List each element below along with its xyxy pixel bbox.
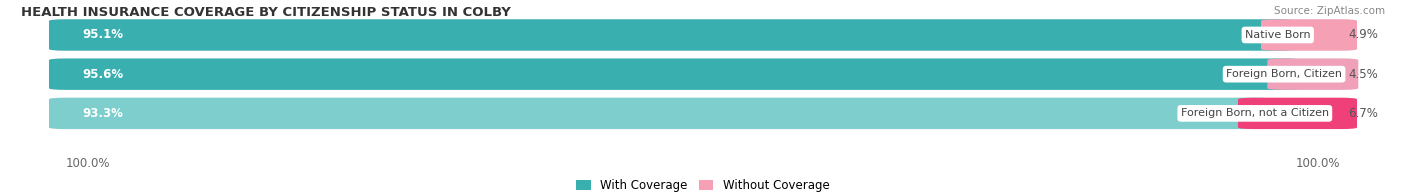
FancyBboxPatch shape xyxy=(1267,58,1358,90)
Text: 4.9%: 4.9% xyxy=(1348,28,1378,42)
Text: 100.0%: 100.0% xyxy=(1296,157,1340,170)
FancyBboxPatch shape xyxy=(1261,19,1357,51)
FancyBboxPatch shape xyxy=(49,19,1295,51)
FancyBboxPatch shape xyxy=(49,58,1357,90)
Text: 95.1%: 95.1% xyxy=(83,28,124,42)
Text: 6.7%: 6.7% xyxy=(1348,107,1378,120)
FancyBboxPatch shape xyxy=(1239,98,1357,129)
Text: 93.3%: 93.3% xyxy=(83,107,124,120)
Text: Foreign Born, not a Citizen: Foreign Born, not a Citizen xyxy=(1181,108,1329,118)
FancyBboxPatch shape xyxy=(49,98,1357,129)
Text: Foreign Born, Citizen: Foreign Born, Citizen xyxy=(1226,69,1343,79)
Text: 4.5%: 4.5% xyxy=(1348,68,1378,81)
Text: 95.6%: 95.6% xyxy=(83,68,124,81)
Text: Source: ZipAtlas.com: Source: ZipAtlas.com xyxy=(1274,6,1385,16)
Text: Native Born: Native Born xyxy=(1244,30,1310,40)
FancyBboxPatch shape xyxy=(49,19,1357,51)
Legend: With Coverage, Without Coverage: With Coverage, Without Coverage xyxy=(572,174,834,196)
FancyBboxPatch shape xyxy=(49,58,1301,90)
FancyBboxPatch shape xyxy=(49,98,1271,129)
Text: 100.0%: 100.0% xyxy=(66,157,110,170)
Text: HEALTH INSURANCE COVERAGE BY CITIZENSHIP STATUS IN COLBY: HEALTH INSURANCE COVERAGE BY CITIZENSHIP… xyxy=(21,6,510,19)
